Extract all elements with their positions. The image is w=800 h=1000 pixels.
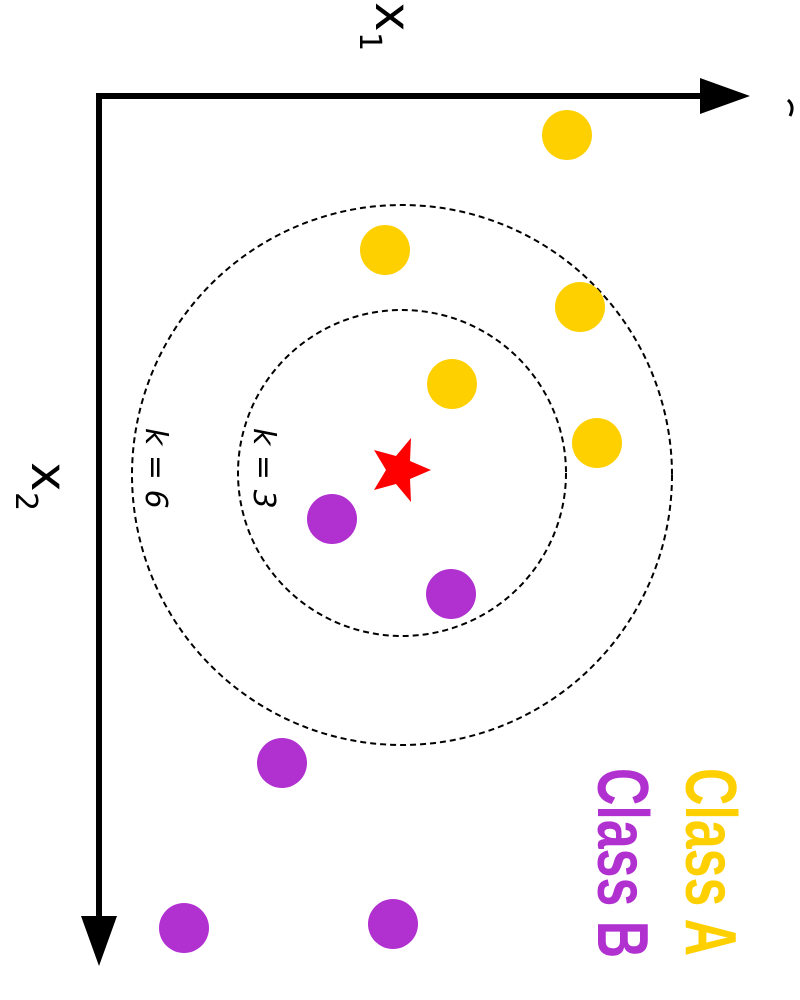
x2-symbol: x — [20, 462, 78, 492]
class-b-point — [257, 738, 307, 788]
class-a-points — [360, 110, 622, 468]
x2-axis-label: x 2 — [8, 462, 78, 511]
star-icon — [374, 438, 431, 502]
ring-k3 — [237, 309, 567, 637]
ring-k6 — [131, 204, 673, 746]
x1-axis-label: x 1 — [352, 2, 422, 51]
class-a-point — [572, 418, 622, 468]
stray-mark — [786, 98, 794, 117]
class-a-point — [555, 282, 605, 332]
ring-k6-label: k = 6 — [138, 428, 173, 509]
class-b-points — [159, 494, 476, 953]
axes — [81, 78, 794, 966]
class-b-point — [159, 903, 209, 953]
x2-axis-arrowhead — [81, 916, 117, 966]
legend-class-a: Class A — [670, 768, 750, 956]
neighborhood-rings: k = 3 k = 6 — [131, 204, 673, 746]
class-a-point — [427, 359, 477, 409]
x2-subscript: 2 — [8, 492, 43, 511]
class-b-point — [426, 569, 476, 619]
legend-class-b: Class B — [582, 768, 662, 958]
x1-subscript: 1 — [352, 32, 387, 51]
legend: Class A Class B — [582, 768, 750, 958]
x1-symbol: x — [364, 2, 422, 32]
class-a-point — [542, 110, 592, 160]
ring-k3-label: k = 3 — [246, 428, 281, 509]
class-b-point — [307, 494, 357, 544]
class-a-point — [360, 225, 410, 275]
x1-axis-arrowhead — [700, 78, 750, 114]
class-b-point — [368, 899, 418, 949]
